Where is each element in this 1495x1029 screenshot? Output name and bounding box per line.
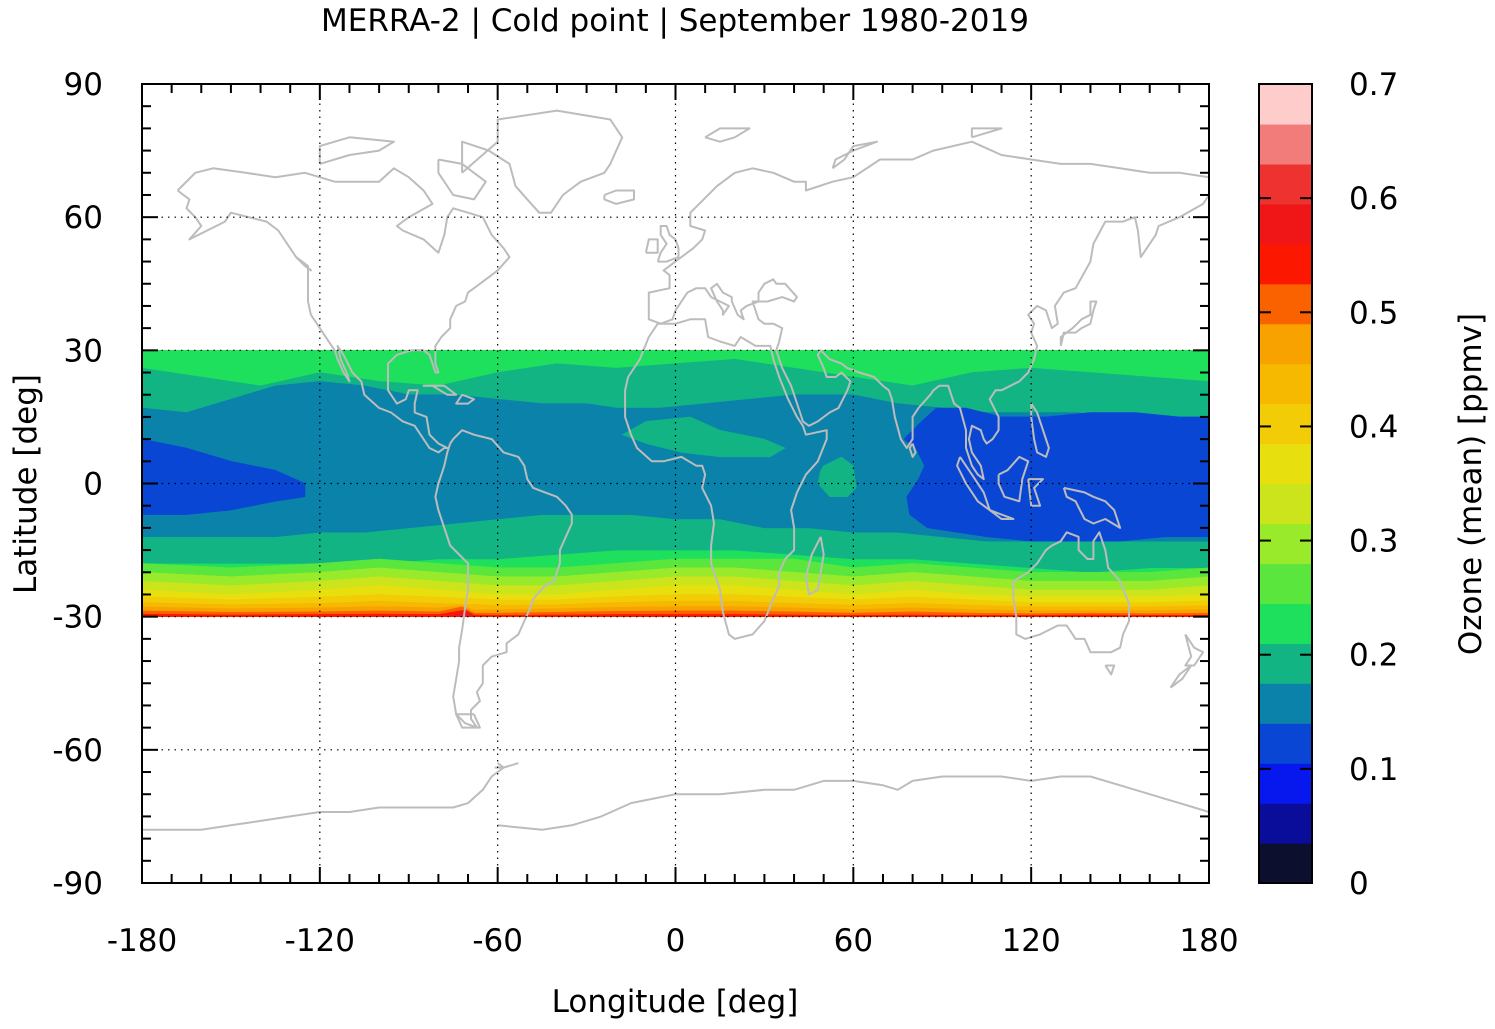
y-tick-label: 90 <box>64 67 103 103</box>
y-axis-label: Latitude [deg] <box>8 373 44 595</box>
ozone-band-6 <box>903 407 1209 542</box>
gridlines <box>142 84 1209 883</box>
coastline-27 <box>831 140 878 170</box>
colorbar-tick-label: 0.1 <box>1349 752 1398 788</box>
ozone-band-3 <box>621 416 786 458</box>
y-tick-label: 0 <box>83 467 103 503</box>
coastline-32 <box>908 442 917 458</box>
coastline-12 <box>1104 664 1116 676</box>
coastline-15 <box>1059 300 1098 347</box>
colorbar-tick-label: 0.3 <box>1349 524 1398 560</box>
colorbar-swatch-10 <box>1259 443 1312 485</box>
coastline-28 <box>704 127 751 143</box>
colorbar-swatch-9 <box>1259 483 1312 525</box>
coastline-20 <box>644 238 659 254</box>
coastline-33 <box>455 713 481 729</box>
y-tick-label: -90 <box>52 866 103 902</box>
coastline-30 <box>455 393 475 405</box>
colorbar-swatch-12 <box>1259 363 1312 405</box>
ozone-band-15 <box>142 609 1209 617</box>
colorbar-swatch-5 <box>1259 643 1312 684</box>
colorbar-frame <box>1258 83 1313 884</box>
colorbar-swatch-2 <box>1259 763 1312 804</box>
y-tick-label: 60 <box>64 200 103 236</box>
x-tick-labels: -180 -120 -60 0 60 120 180 <box>107 923 1239 959</box>
x-tick-label: 60 <box>834 923 873 959</box>
coastline-29 <box>422 384 458 396</box>
x-tick-label: 0 <box>666 923 686 959</box>
colorbar-swatch-6 <box>1259 603 1312 644</box>
colorbar-swatch-15 <box>1259 243 1312 285</box>
coastline-9 <box>1062 486 1122 529</box>
axis-ticks <box>141 83 1210 884</box>
coastline-0 <box>176 167 511 454</box>
coastline-10 <box>1030 403 1050 458</box>
colorbar-swatch-7 <box>1259 563 1312 604</box>
colorbar-swatch-13 <box>1259 323 1312 365</box>
y-tick-label: 30 <box>64 333 103 369</box>
coastline-16 <box>142 762 505 831</box>
coastline-19 <box>656 225 680 263</box>
coastline-21 <box>603 189 635 205</box>
y-tick-labels: 90 60 30 0 -30 -60 -90 <box>52 67 103 902</box>
coastline-31 <box>804 536 825 596</box>
colorbar-tick-label: 0.6 <box>1349 181 1398 217</box>
x-tick-label: -180 <box>107 923 177 959</box>
colorbar-swatch-11 <box>1259 403 1312 445</box>
coastline-3 <box>647 140 1209 311</box>
coastline-2 <box>624 318 828 640</box>
colorbar-swatch-16 <box>1259 203 1312 245</box>
colorbar-swatch-4 <box>1259 683 1312 724</box>
coastline-23 <box>295 256 312 272</box>
y-tick-label: -60 <box>52 733 103 769</box>
colorbar-swatch-0 <box>1259 843 1312 884</box>
x-tick-label: 120 <box>1002 923 1061 959</box>
colorbar-tick-label: 0 <box>1349 866 1369 902</box>
coastline-24 <box>437 158 487 201</box>
chart-title: MERRA-2 | Cold point | September 1980-20… <box>321 3 1029 39</box>
colorbar-swatch-3 <box>1259 723 1312 764</box>
coastline-11 <box>1012 531 1130 654</box>
coastline-17 <box>497 775 1209 831</box>
coastline-1 <box>434 429 573 729</box>
coastlines-layer <box>142 109 1209 831</box>
x-tick-label: -60 <box>472 923 523 959</box>
coastline-14 <box>1169 664 1193 689</box>
colorbar-label: Ozone (mean) [ppmv] <box>1453 312 1489 656</box>
colorbar-tick-labels: 0 0.1 0.2 0.3 0.4 0.5 0.6 0.7 <box>1349 67 1398 902</box>
colorbar-swatch-19 <box>1259 84 1312 125</box>
x-axis-label: Longitude [deg] <box>551 984 799 1020</box>
ozone-band-5 <box>142 438 306 515</box>
coastline-5 <box>956 456 991 512</box>
x-tick-label: 180 <box>1179 923 1238 959</box>
colorbar-swatch-1 <box>1259 803 1312 844</box>
colorbar-tick-label: 0.5 <box>1349 295 1398 331</box>
x-tick-label: -120 <box>285 923 355 959</box>
colorbar-tick-label: 0.2 <box>1349 638 1398 674</box>
coastline-22 <box>461 109 624 214</box>
coastline-6 <box>989 509 1015 520</box>
coastline-26 <box>970 127 1003 139</box>
coastline-25 <box>318 136 395 165</box>
colorbar-tick-label: 0.7 <box>1349 67 1398 103</box>
coastline-4 <box>647 194 1209 481</box>
colorbar-swatch-18 <box>1259 123 1312 165</box>
y-tick-label: -30 <box>52 600 103 636</box>
colorbar-tick-label: 0.4 <box>1349 409 1398 445</box>
colorbar-swatch-8 <box>1259 523 1312 564</box>
colorbar-ticks <box>1259 83 1312 884</box>
ozone-band-4 <box>817 456 857 498</box>
coastline-7 <box>997 455 1030 503</box>
colorbar <box>1258 83 1313 884</box>
colorbar-swatch-14 <box>1259 283 1312 325</box>
coastline-13 <box>1184 633 1205 667</box>
